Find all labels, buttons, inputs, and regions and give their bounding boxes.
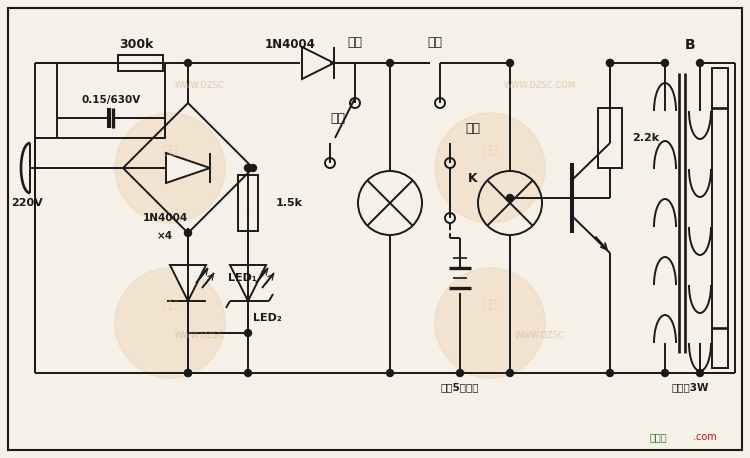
Text: 四节5号电池: 四节5号电池 bbox=[441, 382, 479, 392]
Text: WWW.DZSC: WWW.DZSC bbox=[175, 331, 225, 340]
Text: ×4: ×4 bbox=[157, 231, 173, 241]
Circle shape bbox=[607, 370, 613, 376]
Bar bbox=[118, 55, 163, 71]
Polygon shape bbox=[170, 265, 206, 301]
Text: 1N4004: 1N4004 bbox=[265, 38, 316, 51]
Circle shape bbox=[457, 370, 464, 376]
Circle shape bbox=[607, 60, 613, 66]
Text: LED₂: LED₂ bbox=[253, 313, 282, 323]
Circle shape bbox=[184, 370, 191, 376]
Circle shape bbox=[506, 60, 514, 66]
Circle shape bbox=[115, 113, 225, 223]
Circle shape bbox=[386, 370, 394, 376]
Circle shape bbox=[115, 268, 225, 378]
Text: 0.15/630V: 0.15/630V bbox=[81, 95, 141, 105]
Bar bbox=[712, 68, 728, 368]
Circle shape bbox=[386, 60, 394, 66]
Polygon shape bbox=[166, 153, 210, 183]
Polygon shape bbox=[302, 47, 334, 79]
Circle shape bbox=[697, 60, 703, 66]
Text: WWW.DZSC.COM: WWW.DZSC.COM bbox=[504, 81, 576, 90]
Circle shape bbox=[697, 370, 703, 376]
Circle shape bbox=[250, 164, 256, 171]
Text: 荧光管3W: 荧光管3W bbox=[671, 382, 709, 392]
Circle shape bbox=[662, 60, 668, 66]
Text: 1.5k: 1.5k bbox=[276, 198, 303, 208]
Text: .com: .com bbox=[693, 432, 717, 442]
Circle shape bbox=[244, 370, 251, 376]
Text: 2.2k: 2.2k bbox=[632, 133, 659, 143]
Text: LED₁: LED₁ bbox=[228, 273, 256, 283]
Text: 闪光: 闪光 bbox=[465, 121, 480, 135]
Text: 300k: 300k bbox=[118, 38, 153, 51]
Text: B: B bbox=[685, 38, 695, 52]
Text: 1N4004: 1N4004 bbox=[142, 213, 188, 223]
Text: 维库: 维库 bbox=[482, 143, 497, 157]
Circle shape bbox=[184, 229, 191, 236]
Circle shape bbox=[244, 164, 251, 171]
Circle shape bbox=[662, 370, 668, 376]
Circle shape bbox=[244, 329, 251, 337]
Circle shape bbox=[506, 195, 514, 202]
Polygon shape bbox=[230, 265, 266, 301]
Text: 维库: 维库 bbox=[482, 299, 497, 311]
Circle shape bbox=[184, 60, 191, 66]
Text: 220V: 220V bbox=[11, 198, 43, 208]
Text: 手电: 手电 bbox=[330, 111, 345, 125]
Circle shape bbox=[435, 113, 545, 223]
Text: WWW.DZSC: WWW.DZSC bbox=[515, 331, 565, 340]
Circle shape bbox=[435, 268, 545, 378]
Bar bbox=[598, 108, 622, 168]
Text: 荧光: 荧光 bbox=[427, 37, 442, 49]
Circle shape bbox=[506, 370, 514, 376]
Circle shape bbox=[184, 370, 191, 376]
Bar bbox=[238, 175, 258, 231]
Text: 维库: 维库 bbox=[163, 299, 178, 311]
Circle shape bbox=[607, 60, 613, 66]
Text: 维库: 维库 bbox=[163, 143, 178, 157]
Text: 接线图: 接线图 bbox=[650, 432, 667, 442]
Text: 充电: 充电 bbox=[347, 37, 362, 49]
Text: K: K bbox=[468, 171, 478, 185]
Text: WWW.DZSC: WWW.DZSC bbox=[175, 81, 225, 90]
